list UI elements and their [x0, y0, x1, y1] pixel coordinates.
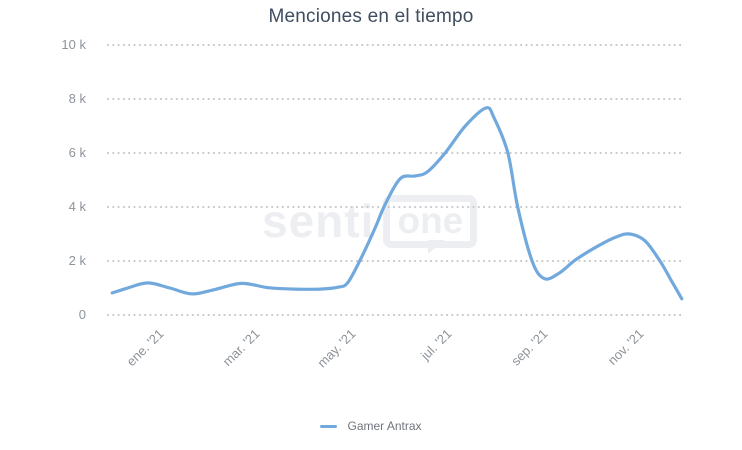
gridline-10k [107, 44, 683, 46]
y-tick-label: 10 k [61, 37, 86, 52]
gridline-6k [107, 152, 683, 154]
gridline-4k [107, 206, 683, 208]
y-tick-label: 2 k [68, 253, 86, 268]
chart-title: Menciones en el tiempo [268, 6, 474, 27]
legend-item-gamer-antrax[interactable]: Gamer Antrax [320, 419, 422, 433]
legend-label: Gamer Antrax [347, 419, 422, 433]
gridline-8k [107, 98, 683, 100]
gridline-2k [107, 260, 683, 262]
y-tick-label: 4 k [68, 199, 86, 214]
watermark-senti-text: senti [262, 195, 375, 247]
gridline-0 [107, 314, 683, 316]
legend-line-swatch-icon [320, 424, 338, 428]
series-line-gamer-antrax[interactable] [110, 106, 684, 301]
legend: Gamer Antrax [0, 419, 742, 433]
y-tick-label: 0 [78, 307, 86, 322]
y-tick-label: 8 k [68, 91, 86, 106]
y-tick-label: 6 k [68, 145, 86, 160]
watermark-bubble-tail [428, 239, 446, 254]
